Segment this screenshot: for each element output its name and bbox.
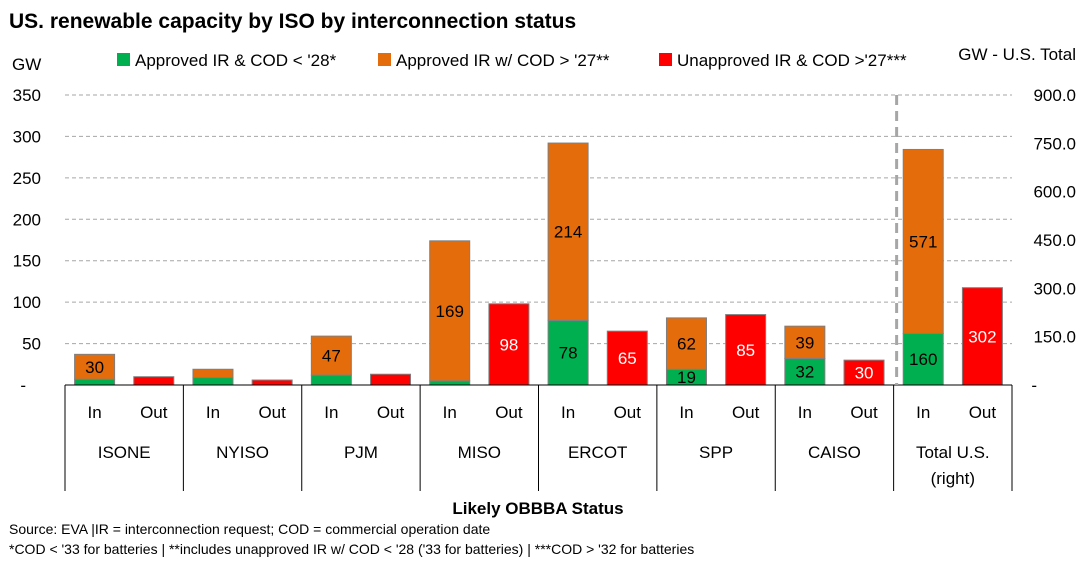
legend-swatch bbox=[378, 53, 391, 66]
data-label: 98 bbox=[499, 335, 518, 354]
x-sub-label-out: Out bbox=[732, 403, 760, 422]
bar-approved-cod-27 bbox=[784, 325, 826, 359]
x-sub-label-in: In bbox=[679, 403, 693, 422]
bar-unapproved bbox=[488, 303, 530, 386]
data-label: 78 bbox=[559, 344, 578, 363]
data-label: 47 bbox=[322, 347, 341, 366]
data-label: 32 bbox=[795, 363, 814, 382]
x-sub-label-in: In bbox=[798, 403, 812, 422]
y-tick-right: 900.0 bbox=[1033, 86, 1076, 105]
bar-approved-cod-28 bbox=[547, 319, 589, 386]
y-tick-left: 50 bbox=[22, 335, 41, 354]
bar-approved-cod-27 bbox=[192, 368, 234, 379]
y-tick-right: 600.0 bbox=[1033, 183, 1076, 202]
x-sub-label-out: Out bbox=[614, 403, 642, 422]
x-group-label: Total U.S. bbox=[916, 443, 990, 462]
bar-approved-cod-28 bbox=[310, 374, 352, 386]
y-axis-right-label: GW - U.S. Total bbox=[958, 45, 1076, 64]
y-tick-right: 300.0 bbox=[1033, 279, 1076, 298]
x-group-label: PJM bbox=[344, 443, 378, 462]
bar-approved-cod-27 bbox=[902, 148, 944, 334]
x-sub-label-in: In bbox=[88, 403, 102, 422]
data-label: 62 bbox=[677, 335, 696, 354]
bar-approved-cod-27 bbox=[429, 240, 471, 382]
bar-unapproved bbox=[133, 376, 175, 386]
x-group-label: CAISO bbox=[808, 443, 861, 462]
chart-title: US. renewable capacity by ISO by interco… bbox=[9, 10, 576, 33]
x-group-label: ISONE bbox=[98, 443, 151, 462]
bar-approved-cod-28 bbox=[784, 357, 826, 386]
data-label: 214 bbox=[554, 223, 582, 242]
bar-unapproved bbox=[606, 330, 648, 386]
data-label: 571 bbox=[909, 232, 937, 251]
bar-approved-cod-28 bbox=[74, 378, 116, 386]
x-sub-label-out: Out bbox=[258, 403, 286, 422]
y-tick-right: 750.0 bbox=[1033, 134, 1076, 153]
data-label: 169 bbox=[436, 302, 464, 321]
bar-unapproved bbox=[843, 359, 885, 386]
x-sub-label-out: Out bbox=[850, 403, 878, 422]
x-group-label: SPP bbox=[699, 443, 733, 462]
data-label: 160 bbox=[909, 350, 937, 369]
x-axis-title: Likely OBBBA Status bbox=[452, 499, 623, 518]
bar-unapproved bbox=[725, 314, 767, 386]
x-sub-label-in: In bbox=[443, 403, 457, 422]
bar-approved-cod-27 bbox=[547, 142, 589, 321]
y-tick-left: 250 bbox=[13, 169, 41, 188]
x-group-label: NYISO bbox=[216, 443, 269, 462]
y-axis-left-label: GW bbox=[12, 55, 41, 74]
y-tick-left: 200 bbox=[13, 210, 41, 229]
bar-unapproved bbox=[251, 379, 293, 386]
bar-approved-cod-28 bbox=[429, 380, 471, 386]
legend-label: Approved IR w/ COD > '27** bbox=[396, 51, 610, 70]
y-tick-left: 150 bbox=[13, 252, 41, 271]
x-sub-label-out: Out bbox=[969, 403, 997, 422]
x-sub-label-in: In bbox=[324, 403, 338, 422]
bar-approved-cod-27 bbox=[310, 335, 352, 376]
y-tick-right: - bbox=[1031, 376, 1037, 395]
data-label: 65 bbox=[618, 349, 637, 368]
data-label: 302 bbox=[968, 327, 996, 346]
legend-swatch bbox=[659, 53, 672, 66]
data-label: 19 bbox=[677, 368, 696, 387]
y-tick-right: 450.0 bbox=[1033, 231, 1076, 250]
data-label: 39 bbox=[795, 333, 814, 352]
bar-approved-cod-27 bbox=[74, 353, 116, 380]
x-sub-label-in: In bbox=[561, 403, 575, 422]
bar-approved-cod-28 bbox=[902, 332, 944, 386]
x-group-label: ERCOT bbox=[568, 443, 628, 462]
x-sub-label-in: In bbox=[206, 403, 220, 422]
legend-label: Approved IR & COD < '28* bbox=[135, 51, 337, 70]
x-group-label: MISO bbox=[458, 443, 501, 462]
source-note: Source: EVA |IR = interconnection reques… bbox=[9, 521, 490, 537]
y-tick-left: 300 bbox=[13, 127, 41, 146]
data-label: 30 bbox=[85, 358, 104, 377]
bar-approved-cod-27 bbox=[665, 317, 707, 370]
y-tick-right: 150.0 bbox=[1033, 328, 1076, 347]
legend-swatch bbox=[117, 53, 130, 66]
bar-unapproved bbox=[370, 373, 412, 386]
y-tick-left: 350 bbox=[13, 86, 41, 105]
footnote: *COD < '33 for batteries | **includes un… bbox=[9, 541, 694, 557]
y-tick-left: 100 bbox=[13, 293, 41, 312]
x-sub-label-out: Out bbox=[140, 403, 168, 422]
x-sub-label-out: Out bbox=[377, 403, 405, 422]
data-label: 85 bbox=[736, 341, 755, 360]
y-tick-left: - bbox=[20, 376, 26, 395]
x-group-label-sub: (right) bbox=[931, 469, 975, 488]
x-sub-label-out: Out bbox=[495, 403, 523, 422]
x-sub-label-in: In bbox=[916, 403, 930, 422]
bar-approved-cod-28 bbox=[192, 377, 234, 386]
legend-label: Unapproved IR & COD >'27*** bbox=[677, 51, 907, 70]
data-label: 30 bbox=[855, 364, 874, 383]
